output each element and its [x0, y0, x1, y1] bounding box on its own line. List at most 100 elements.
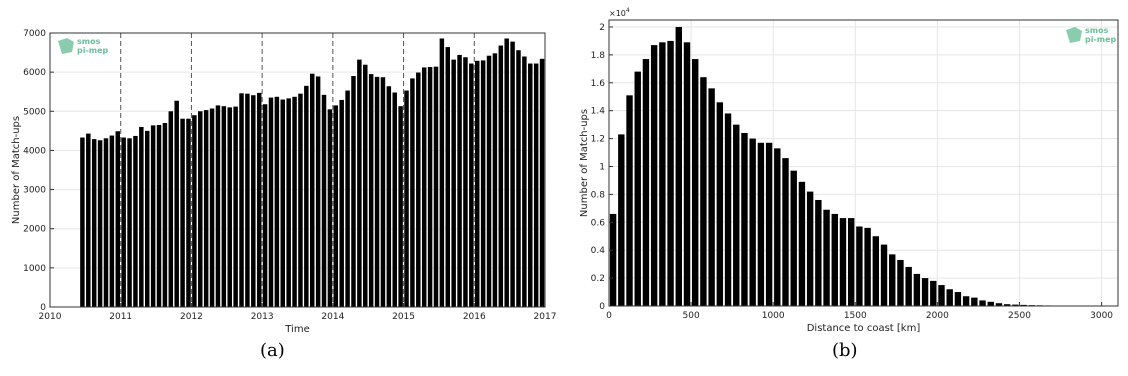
bar	[156, 124, 162, 307]
bar	[262, 104, 268, 308]
bar	[480, 60, 486, 308]
bar	[304, 85, 309, 307]
chart-a-logo-text-smos: smos	[77, 37, 101, 46]
y-tick-label: 1	[599, 162, 605, 172]
panel-label-a: (a)	[260, 340, 285, 361]
bar	[186, 118, 191, 307]
chart-a-match-ups-over-time: 0 1000 2000 3000 4000 5000 6000 7000 2010 2011 201…	[11, 29, 557, 335]
bar	[239, 93, 244, 307]
bar	[856, 226, 863, 306]
bar	[168, 111, 174, 308]
bar	[380, 77, 386, 307]
y-tick-label: 1.8	[591, 51, 606, 61]
bar	[292, 96, 297, 307]
chart-b-logo-text-smos: smos	[1085, 26, 1109, 35]
bar	[127, 138, 132, 307]
x-axis-label: Time	[284, 324, 309, 335]
y-tick-label: 6000	[23, 68, 46, 78]
bar	[398, 106, 403, 307]
bar	[765, 142, 773, 306]
bar	[954, 292, 962, 306]
bar	[321, 94, 327, 308]
bar	[539, 58, 545, 307]
bar	[516, 50, 521, 307]
bar	[798, 181, 806, 306]
bar	[410, 78, 415, 307]
x-tick-label: 500	[683, 311, 700, 321]
bar	[133, 135, 138, 307]
x-tick-label: 2017	[534, 312, 557, 322]
bar	[286, 98, 291, 308]
bar	[416, 72, 421, 307]
y-tick-label: 5000	[23, 107, 46, 117]
bar	[667, 40, 674, 307]
bar	[469, 63, 474, 307]
bar	[504, 38, 509, 307]
bar	[150, 125, 156, 308]
y-tick-label: 0.8	[591, 190, 606, 200]
bar	[913, 273, 921, 306]
bar	[363, 64, 368, 307]
bar	[782, 158, 789, 306]
x-tick-label: 3000	[1090, 311, 1113, 321]
bar	[474, 60, 480, 307]
x-axis-label: Distance to coast [km]	[807, 323, 921, 334]
y-axis-label: Number of Match-ups	[11, 116, 22, 224]
bar	[642, 59, 650, 306]
y-axis-multiplier-exponent: 4	[626, 7, 630, 14]
bar	[872, 236, 880, 306]
bar	[522, 56, 527, 307]
bar	[80, 137, 85, 307]
bar	[245, 93, 250, 308]
bar	[790, 170, 797, 306]
x-tick-label: 2500	[1008, 311, 1031, 321]
x-tick-label: 2014	[321, 312, 344, 322]
bar	[315, 76, 321, 307]
y-tick-label: 1.4	[591, 107, 606, 117]
y-tick-label: 1.2	[591, 135, 605, 145]
chart-a-logo-icon	[58, 38, 74, 54]
bar	[815, 199, 822, 306]
panel-label-b: (b)	[832, 340, 858, 361]
bar	[86, 133, 91, 307]
bar	[946, 289, 953, 306]
bar	[889, 254, 896, 306]
bar	[659, 42, 666, 306]
bar	[198, 111, 203, 308]
bar	[930, 280, 937, 306]
bar	[457, 54, 462, 307]
bar	[345, 90, 350, 307]
bar	[251, 95, 256, 307]
bar	[351, 76, 356, 307]
bar	[91, 139, 97, 307]
bar	[144, 130, 150, 307]
bar	[880, 244, 888, 306]
bar	[451, 59, 456, 307]
bar	[1003, 304, 1011, 306]
bar	[757, 142, 765, 306]
bar	[368, 74, 374, 307]
bar	[533, 63, 539, 307]
bar	[339, 99, 344, 307]
bar	[864, 227, 871, 306]
bar	[839, 218, 847, 306]
x-tick-label: 2011	[109, 312, 132, 322]
chart-b-match-ups-vs-distance: 0 0.2 0.4 0.6 0.8 1 1.2 1.4 1.6 1.8 2 0 500 1000 1500 2…	[579, 7, 1119, 334]
bar	[445, 47, 451, 307]
bar	[1012, 304, 1019, 306]
y-tick-label: 3000	[23, 186, 46, 196]
x-tick-label: 2016	[463, 312, 486, 322]
y-tick-label: 0	[599, 302, 605, 312]
bar	[806, 191, 814, 306]
bar	[962, 296, 970, 306]
bar	[209, 108, 215, 307]
bar	[333, 105, 339, 308]
bar	[433, 66, 439, 307]
bar	[741, 133, 748, 306]
y-tick-label: 7000	[23, 29, 46, 39]
bar	[724, 113, 732, 306]
bar	[392, 92, 397, 307]
bar	[115, 131, 121, 307]
bar	[634, 71, 641, 307]
